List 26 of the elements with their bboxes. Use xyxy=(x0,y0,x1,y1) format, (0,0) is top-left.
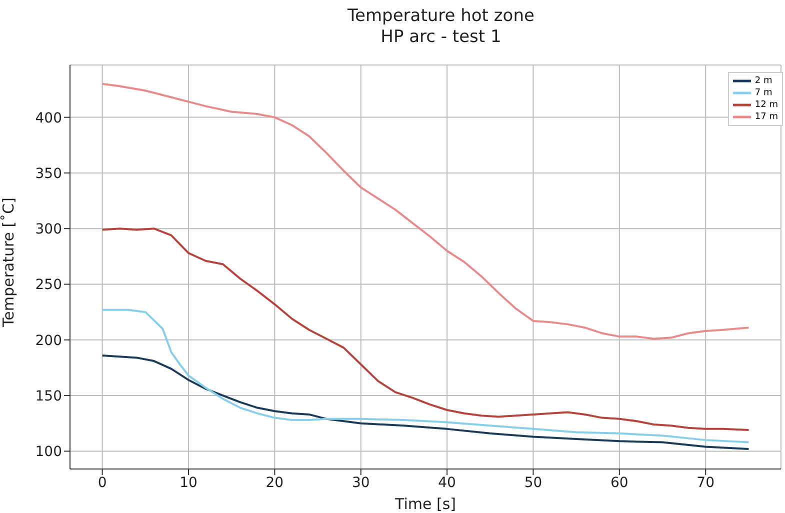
y-tick-label: 100 xyxy=(35,444,62,460)
x-tick-label: 20 xyxy=(266,474,284,491)
line-series xyxy=(101,228,750,432)
y-tick-label: 350 xyxy=(35,166,62,182)
legend-label: 12 m xyxy=(754,99,778,111)
y-tick-label: 150 xyxy=(35,388,62,405)
line-series xyxy=(101,354,750,450)
legend-label: 7 m xyxy=(754,87,772,99)
line-series xyxy=(101,82,750,340)
y-axis-title: Temperature [˚C] xyxy=(0,198,18,328)
x-tick-label: 40 xyxy=(438,474,456,491)
x-axis-title: Time [s] xyxy=(394,495,456,513)
x-tick-label: 30 xyxy=(352,474,370,491)
x-tick-label: 70 xyxy=(696,474,715,491)
x-tick-label: 50 xyxy=(524,474,542,491)
x-tick-label: 0 xyxy=(98,474,107,491)
x-tick-label: 60 xyxy=(610,474,628,491)
line-series xyxy=(101,308,750,444)
y-tick-label: 300 xyxy=(35,222,62,238)
legend-label: 17 m xyxy=(754,111,778,123)
y-tick-label: 200 xyxy=(35,332,62,349)
y-tick-label: 400 xyxy=(35,110,62,126)
chart-title: Temperature hot zone HP arc - test 1 xyxy=(346,6,536,48)
legend-label: 2 m xyxy=(754,75,772,87)
y-tick-label: 250 xyxy=(35,277,62,294)
x-tick-label: 10 xyxy=(180,474,198,491)
